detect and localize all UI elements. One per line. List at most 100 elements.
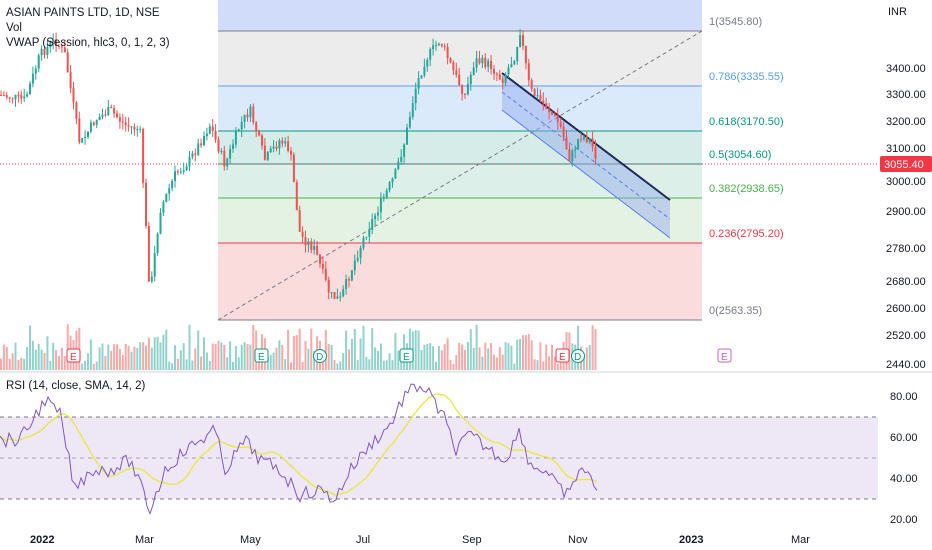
earnings-marker[interactable]: E <box>254 348 269 363</box>
volume-bar <box>356 360 359 370</box>
volume-bar <box>501 354 504 370</box>
candle-body <box>49 42 52 47</box>
candle-body <box>150 276 153 282</box>
earnings-marker[interactable]: E <box>399 348 414 363</box>
candle-body <box>110 106 113 109</box>
candle-body <box>203 136 205 146</box>
candle-body <box>223 150 226 167</box>
volume-bar <box>432 346 435 370</box>
volume-bar <box>522 335 524 370</box>
candle-body <box>258 131 261 136</box>
candle-body <box>493 69 495 74</box>
volume-bar <box>11 353 14 370</box>
event-markers[interactable]: E E D E E D E <box>66 348 732 364</box>
time-label: May <box>240 534 261 546</box>
candle-body <box>333 292 336 299</box>
volume-bar <box>539 342 542 370</box>
volume-bar <box>165 329 168 370</box>
volume-bar <box>281 344 284 370</box>
volume-bar <box>382 360 385 370</box>
last-price-label: 3055.40 <box>884 159 924 171</box>
candle-body <box>249 106 252 118</box>
volume-bar <box>243 342 246 370</box>
earnings-marker[interactable]: E <box>717 348 732 363</box>
volume-bar <box>249 344 252 370</box>
channel-lower <box>501 109 671 239</box>
candle-body <box>417 78 420 89</box>
candle-body <box>379 198 382 213</box>
vwap-legend[interactable]: VWAP (Session, hlc3, 0, 1, 2, 3) <box>6 37 170 49</box>
candle-body <box>411 103 414 117</box>
volume-bar <box>551 344 553 370</box>
volume-bar <box>20 357 23 370</box>
candle-body <box>29 83 31 95</box>
volume-bar <box>368 359 371 370</box>
time-axis[interactable]: 2022 Mar May Jul Sep Nov 2023 Mar <box>30 534 810 546</box>
volume-bar <box>516 339 519 370</box>
candle-body <box>118 117 121 122</box>
earnings-marker[interactable]: E <box>555 348 570 363</box>
candle-body <box>321 263 324 269</box>
volume-bar <box>272 352 275 370</box>
parallel-channel[interactable] <box>501 72 671 239</box>
candle-body <box>72 88 75 103</box>
candle-body <box>426 59 429 67</box>
fib-retracement[interactable]: 1(3545.80) 0.786(3335.55) 0.618(3170.50)… <box>217 0 784 321</box>
volume-bar <box>371 328 374 370</box>
candle-body <box>232 144 234 149</box>
candle-body <box>69 72 72 89</box>
rsi-legend[interactable]: RSI (14, close, SMA, 14, 2) <box>6 380 146 392</box>
volume-bar <box>336 363 339 370</box>
candle-body <box>263 145 266 160</box>
volume-bar <box>440 350 443 370</box>
volume-bar <box>417 330 420 370</box>
fib-label-0618: 0.618(3170.50) <box>709 116 784 128</box>
volume-bar <box>101 343 104 370</box>
candle-body <box>43 48 46 56</box>
volume-bar <box>469 329 472 370</box>
volume-bar <box>321 358 324 370</box>
earnings-marker[interactable]: E <box>66 348 81 363</box>
volume-bar <box>176 358 179 370</box>
candle-body <box>171 180 174 189</box>
volume-bar <box>556 363 559 370</box>
candle-body <box>2 95 5 97</box>
candle-body <box>101 114 104 117</box>
volume-bar <box>205 352 208 370</box>
candle-body <box>580 139 582 141</box>
volume-bar <box>536 360 539 370</box>
price-axis[interactable]: INR 3400.00 3300.00 3200.00 3100.00 3000… <box>880 6 932 371</box>
volume-bar <box>585 347 588 370</box>
svg-text:E: E <box>70 352 77 363</box>
volume-bar <box>484 342 487 370</box>
dividend-marker[interactable]: D <box>571 349 585 364</box>
svg-text:D: D <box>316 352 323 363</box>
price-tick: 2440.00 <box>886 359 926 371</box>
volume-bar <box>310 328 313 370</box>
candle-body <box>211 126 214 131</box>
candle-body <box>58 45 60 47</box>
volume-bar <box>301 362 304 370</box>
volume-bar <box>147 337 150 370</box>
candle-body <box>116 113 118 118</box>
volume-bar <box>365 357 368 370</box>
candle-body <box>310 241 313 250</box>
volume-bar <box>455 355 458 370</box>
candle-body <box>127 125 130 127</box>
volume-bar <box>548 356 551 370</box>
volume-bar <box>524 335 527 370</box>
candle-body <box>205 133 208 137</box>
candle-body <box>495 73 498 75</box>
dividend-marker[interactable]: D <box>313 349 327 364</box>
volume-legend[interactable]: Vol <box>6 22 22 34</box>
volume-bar <box>324 330 327 370</box>
candle-body <box>388 182 391 191</box>
candle-body <box>121 121 124 123</box>
candle-body <box>243 114 246 122</box>
rsi-pane[interactable]: 80.00 60.00 40.00 20.00 <box>0 383 918 526</box>
symbol-legend[interactable]: ASIAN PAINTS LTD, 1D, NSE <box>6 7 160 19</box>
volume-bar <box>34 349 37 370</box>
volume-bar <box>426 343 429 370</box>
candle-body <box>133 126 136 130</box>
